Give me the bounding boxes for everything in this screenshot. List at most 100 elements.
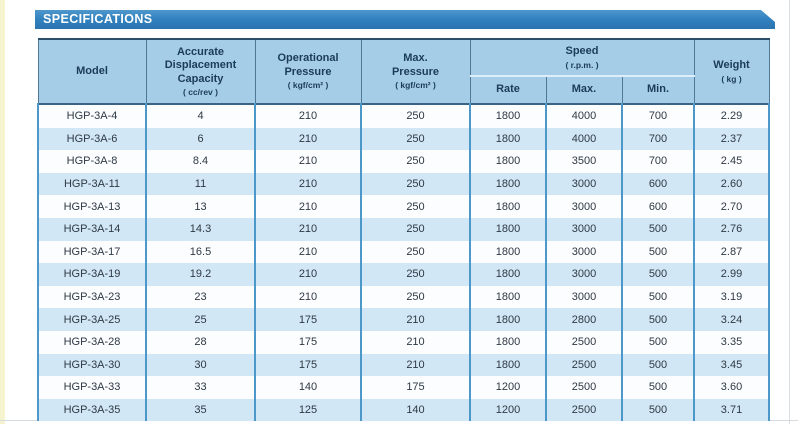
cell-speed-min: 700 [621, 150, 695, 173]
cell-model: HGP-3A-6 [37, 127, 147, 151]
cell-capacity: 25 [145, 308, 256, 331]
specifications-table: Model Accurate Displacement Capacity ( c… [37, 38, 770, 422]
cell-max-pressure: 250 [360, 195, 471, 218]
cell-weight: 3.71 [693, 398, 770, 422]
cell-speed-max: 3000 [545, 263, 623, 286]
cell-speed-max: 2800 [545, 308, 623, 331]
cell-operational-pressure: 210 [254, 217, 362, 241]
cell-model: HGP-3A-4 [37, 104, 147, 128]
cell-operational-pressure: 210 [254, 263, 362, 286]
cell-speed-min: 600 [621, 195, 695, 218]
cell-max-pressure: 250 [360, 285, 471, 309]
page-right-edge-line [789, 0, 790, 424]
cell-max-pressure: 175 [360, 376, 471, 399]
cell-operational-pressure: 175 [254, 308, 362, 331]
cell-model: HGP-3A-8 [37, 150, 147, 173]
cell-weight: 2.29 [693, 104, 770, 128]
cell-model: HGP-3A-30 [37, 353, 147, 377]
cell-weight: 2.70 [693, 195, 770, 218]
cell-speed-min: 500 [621, 330, 695, 354]
cell-speed-max: 2500 [545, 398, 623, 422]
cell-capacity: 19.2 [145, 263, 256, 286]
cell-model: HGP-3A-33 [37, 376, 147, 399]
col-header-weight: Weight ( kg ) [693, 39, 770, 104]
cell-max-pressure: 210 [360, 330, 471, 354]
cell-operational-pressure: 210 [254, 127, 362, 151]
cell-speed-rate: 1800 [469, 217, 547, 241]
cell-weight: 2.87 [693, 240, 770, 264]
cell-operational-pressure: 175 [254, 330, 362, 354]
col-header-speed-rate: Rate [469, 76, 547, 104]
cell-speed-max: 3000 [545, 172, 623, 196]
cell-capacity: 35 [145, 398, 256, 422]
col-header-operational-pressure: Operational Pressure ( kgf/cm² ) [254, 39, 362, 104]
cell-speed-rate: 1800 [469, 330, 547, 354]
cell-model: HGP-3A-35 [37, 398, 147, 422]
cell-operational-pressure: 125 [254, 398, 362, 422]
cell-speed-min: 600 [621, 172, 695, 196]
cell-capacity: 33 [145, 376, 256, 399]
table-body: HGP-3A-4 4 210 250 1800 4000 700 2.29 HGP-3A-6 6 2… [37, 104, 770, 422]
cell-speed-rate: 1800 [469, 104, 547, 128]
col-header-speed-group: Speed ( r.p.m. ) [469, 39, 695, 77]
table-row: HGP-3A-4 4 210 250 1800 4000 700 2.29 [37, 104, 770, 128]
cell-speed-max: 4000 [545, 127, 623, 151]
cell-speed-max: 3000 [545, 285, 623, 309]
cell-speed-min: 500 [621, 285, 695, 309]
cell-speed-rate: 1800 [469, 127, 547, 151]
cell-model: HGP-3A-23 [37, 285, 147, 309]
cell-weight: 3.24 [693, 308, 770, 331]
cell-speed-min: 500 [621, 240, 695, 264]
cell-capacity: 16.5 [145, 240, 256, 264]
cell-speed-min: 500 [621, 308, 695, 331]
cell-speed-rate: 1800 [469, 263, 547, 286]
cell-operational-pressure: 210 [254, 285, 362, 309]
cell-capacity: 6 [145, 127, 256, 151]
col-header-capacity: Accurate Displacement Capacity ( cc/rev … [145, 39, 256, 104]
table-row: HGP-3A-28 28 175 210 1800 2500 500 3.35 [37, 330, 770, 354]
cell-model: HGP-3A-28 [37, 330, 147, 354]
cell-max-pressure: 250 [360, 150, 471, 173]
col-header-model: Model [37, 39, 147, 104]
col-header-speed-min: Min. [621, 76, 695, 104]
cell-capacity: 13 [145, 195, 256, 218]
cell-capacity: 4 [145, 104, 256, 128]
table-row: HGP-3A-14 14.3 210 250 1800 3000 500 2.76 [37, 217, 770, 241]
cell-weight: 2.60 [693, 172, 770, 196]
table-row: HGP-3A-6 6 210 250 1800 4000 700 2.37 [37, 127, 770, 151]
table-row: HGP-3A-25 25 175 210 1800 2800 500 3.24 [37, 308, 770, 331]
cell-model: HGP-3A-14 [37, 217, 147, 241]
speed-unit: ( r.p.m. ) [565, 59, 599, 70]
cell-operational-pressure: 175 [254, 353, 362, 377]
cell-max-pressure: 250 [360, 263, 471, 286]
cell-max-pressure: 250 [360, 127, 471, 151]
cell-weight: 2.76 [693, 217, 770, 241]
operational-pressure-unit: ( kgf/cm² ) [287, 80, 329, 91]
cell-speed-min: 700 [621, 104, 695, 128]
weight-unit: ( kg ) [721, 73, 742, 84]
cell-model: HGP-3A-17 [37, 240, 147, 264]
cell-operational-pressure: 210 [254, 240, 362, 264]
cell-speed-max: 2500 [545, 330, 623, 354]
cell-weight: 2.37 [693, 127, 770, 151]
cell-model: HGP-3A-25 [37, 308, 147, 331]
table-row: HGP-3A-30 30 175 210 1800 2500 500 3.45 [37, 353, 770, 377]
col-header-speed-max: Max. [545, 76, 623, 104]
page-left-edge-strip [0, 0, 5, 424]
table-row: HGP-3A-13 13 210 250 1800 3000 600 2.70 [37, 195, 770, 218]
cell-max-pressure: 250 [360, 172, 471, 196]
cell-max-pressure: 250 [360, 104, 471, 128]
cell-max-pressure: 140 [360, 398, 471, 422]
section-title: SPECIFICATIONS [43, 12, 153, 26]
cell-speed-max: 3000 [545, 217, 623, 241]
cell-speed-min: 500 [621, 217, 695, 241]
cell-weight: 3.35 [693, 330, 770, 354]
max-pressure-unit: ( kgf/cm² ) [395, 80, 436, 91]
cell-speed-min: 500 [621, 353, 695, 377]
cell-speed-max: 3500 [545, 150, 623, 173]
table-row: HGP-3A-11 11 210 250 1800 3000 600 2.60 [37, 172, 770, 196]
cell-operational-pressure: 210 [254, 150, 362, 173]
cell-speed-rate: 1800 [469, 172, 547, 196]
cell-model: HGP-3A-13 [37, 195, 147, 218]
cell-speed-rate: 1800 [469, 353, 547, 377]
